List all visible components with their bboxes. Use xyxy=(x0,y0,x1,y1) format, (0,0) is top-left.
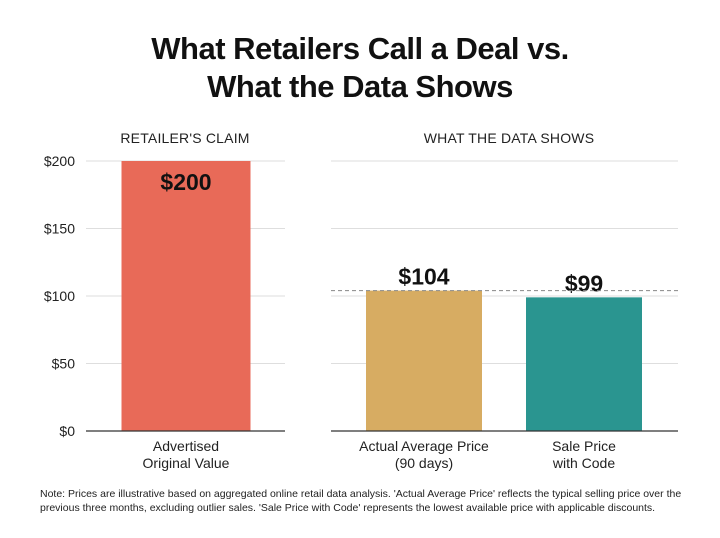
bar xyxy=(121,161,251,431)
y-tick-label: $150 xyxy=(44,221,75,237)
category-label: (90 days) xyxy=(395,455,453,471)
bar xyxy=(526,297,642,431)
chart-title-line-1: What Retailers Call a Deal vs. xyxy=(151,31,569,66)
data-label: $200 xyxy=(160,169,211,195)
y-tick-label: $100 xyxy=(44,288,75,304)
category-label: Sale Price xyxy=(552,438,616,454)
category-label: Advertised xyxy=(153,438,219,454)
category-label: Original Value xyxy=(143,455,230,471)
panel-header: RETAILER'S CLAIM xyxy=(120,130,249,146)
footnote: Note: Prices are illustrative based on a… xyxy=(40,488,682,514)
y-tick-label: $50 xyxy=(52,356,76,372)
data-label: $104 xyxy=(398,264,449,290)
category-label: Actual Average Price xyxy=(359,438,489,454)
panel-header: WHAT THE DATA SHOWS xyxy=(424,130,595,146)
data-label: $99 xyxy=(565,270,603,296)
y-tick-label: $0 xyxy=(59,423,75,439)
bar xyxy=(366,290,482,431)
y-tick-label: $200 xyxy=(44,153,75,169)
category-label: with Code xyxy=(552,455,615,471)
chart-title-line-2: What the Data Shows xyxy=(207,69,513,104)
chart-title: What Retailers Call a Deal vs. What the … xyxy=(0,30,720,106)
